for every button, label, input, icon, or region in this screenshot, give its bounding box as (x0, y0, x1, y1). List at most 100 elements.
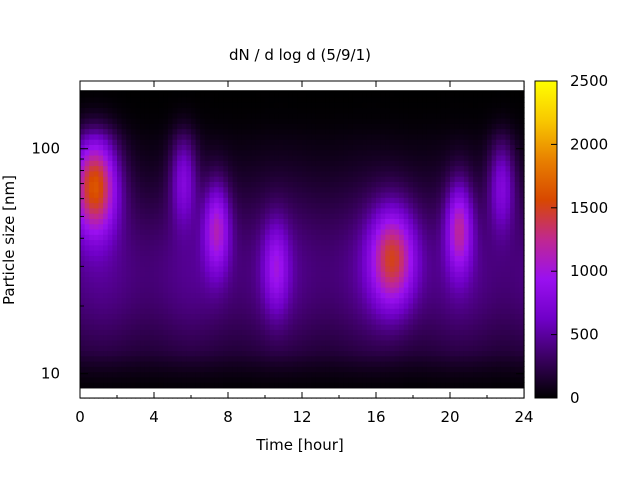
heatmap-cell (112, 123, 118, 130)
heatmap-cell (195, 376, 201, 383)
heatmap-cell (339, 376, 345, 383)
heatmap-cell (325, 112, 331, 119)
heatmap-cell (394, 366, 400, 373)
heatmap-cell (283, 202, 289, 209)
heatmap-cell (352, 207, 359, 214)
heatmap-cell (103, 276, 109, 283)
heatmap-cell (417, 292, 423, 299)
heatmap-cell (385, 371, 391, 378)
heatmap-cell (459, 160, 465, 167)
heatmap-cell (214, 313, 220, 320)
heatmap-cell (311, 361, 317, 367)
heatmap-cell (228, 149, 234, 156)
heatmap-cell (339, 170, 345, 177)
heatmap-cell (292, 324, 298, 330)
heatmap-cell (440, 96, 446, 103)
heatmap-cell (191, 308, 197, 315)
heatmap-cell (362, 382, 368, 389)
heatmap-cell (283, 244, 289, 251)
heatmap-cell (426, 281, 433, 288)
heatmap-cell (413, 213, 419, 219)
heatmap-cell (302, 350, 308, 357)
heatmap-cell (389, 265, 396, 272)
heatmap-cell (214, 244, 220, 251)
heatmap-cell (200, 218, 206, 225)
heatmap-cell (440, 191, 446, 198)
heatmap-cell (385, 276, 391, 283)
heatmap-cell (440, 91, 446, 98)
heatmap-cell (278, 382, 285, 389)
heatmap-cell (112, 276, 118, 283)
heatmap-cell (218, 191, 224, 198)
heatmap-cell (93, 302, 100, 309)
heatmap-cell (200, 186, 206, 193)
heatmap-cell (278, 376, 285, 383)
heatmap-cell (186, 112, 192, 119)
heatmap-cell (200, 228, 206, 235)
heatmap-cell (93, 228, 100, 235)
heatmap-cell (154, 350, 160, 357)
heatmap-cell (362, 244, 368, 251)
heatmap-cell (329, 260, 335, 267)
heatmap-cell (274, 239, 280, 246)
heatmap-cell (209, 239, 215, 246)
heatmap-cell (454, 302, 460, 309)
heatmap-cell (144, 292, 150, 299)
heatmap-cell (399, 297, 405, 304)
heatmap-cell (181, 133, 187, 140)
heatmap-cell (241, 334, 248, 341)
heatmap-cell (431, 91, 437, 98)
heatmap-cell (195, 308, 201, 315)
heatmap-cell (228, 170, 234, 177)
heatmap-cell (140, 345, 146, 352)
heatmap-cell (80, 244, 86, 251)
heatmap-cell (80, 123, 86, 130)
heatmap-cell (246, 292, 252, 299)
heatmap-cell (292, 149, 298, 156)
heatmap-cell (436, 239, 442, 246)
heatmap-cell (357, 271, 363, 278)
heatmap-cell (103, 255, 109, 262)
heatmap-cell (278, 366, 285, 373)
heatmap-cell (84, 165, 90, 172)
heatmap-cell (214, 260, 220, 267)
heatmap-cell (357, 165, 363, 172)
heatmap-cell (251, 324, 257, 330)
heatmap-cell (237, 207, 243, 214)
heatmap-cell (163, 149, 169, 156)
heatmap-cell (334, 281, 340, 288)
heatmap-cell (265, 308, 271, 315)
heatmap-cell (186, 313, 192, 320)
heatmap-cell (255, 176, 261, 182)
heatmap-cell (241, 133, 248, 140)
heatmap-cell (413, 176, 419, 182)
heatmap-cell (204, 376, 211, 383)
heatmap-cell (399, 154, 405, 161)
heatmap-cell (283, 239, 289, 246)
heatmap-cell (191, 218, 197, 225)
heatmap-cell (339, 334, 345, 341)
heatmap-cell (348, 213, 354, 219)
heatmap-cell (84, 117, 90, 124)
heatmap-cell (436, 213, 442, 219)
heatmap-cell (149, 350, 155, 357)
heatmap-cell (121, 170, 127, 177)
heatmap-cell (454, 260, 460, 267)
heatmap-cell (135, 144, 141, 151)
heatmap-cell (232, 255, 238, 262)
heatmap-cell (255, 165, 261, 172)
heatmap-cell (306, 228, 312, 235)
heatmap-cell (385, 313, 391, 320)
heatmap-cell (371, 292, 377, 299)
heatmap-cell (283, 207, 289, 214)
heatmap-cell (403, 371, 409, 378)
heatmap-cell (334, 302, 340, 309)
heatmap-cell (389, 181, 396, 188)
heatmap-cell (251, 123, 257, 130)
heatmap-cell (186, 324, 192, 330)
heatmap-cell (121, 154, 127, 161)
heatmap-cell (436, 218, 442, 225)
heatmap-cell (237, 329, 243, 336)
heatmap-cell (158, 339, 164, 346)
heatmap-cell (186, 382, 192, 389)
